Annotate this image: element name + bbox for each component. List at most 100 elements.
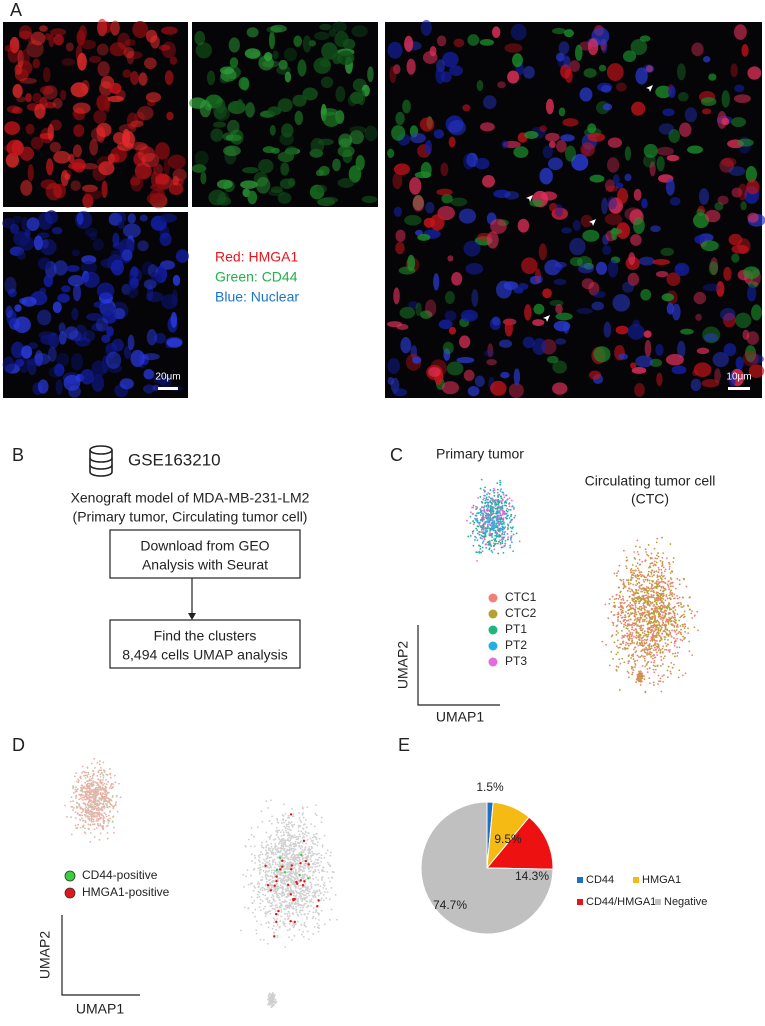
cell-point	[325, 897, 327, 899]
cell	[555, 338, 566, 344]
cell-point	[269, 838, 271, 840]
cell	[38, 379, 49, 393]
cell	[146, 30, 157, 43]
cell	[462, 314, 475, 321]
cell-point	[625, 586, 627, 588]
cell	[605, 213, 623, 225]
cell-point	[632, 564, 634, 566]
axis-label: UMAP1	[436, 709, 484, 725]
cell-point	[108, 815, 110, 817]
cell	[741, 44, 748, 57]
cell	[475, 158, 490, 169]
cell-point	[109, 773, 111, 775]
cell-point	[70, 816, 72, 818]
cell	[12, 107, 23, 114]
cell-point	[613, 642, 615, 644]
cell-point	[102, 779, 104, 781]
cell-point	[100, 787, 102, 789]
cell-point	[616, 645, 618, 647]
cell-point	[642, 645, 644, 647]
cell	[589, 370, 601, 379]
cell-point	[637, 678, 639, 680]
cell-point	[271, 846, 273, 848]
cell-point	[256, 920, 258, 922]
cell	[269, 32, 275, 50]
cell-point	[268, 880, 270, 882]
cell	[459, 208, 476, 223]
cell-point	[276, 883, 278, 885]
cell-point	[497, 492, 499, 494]
cell	[50, 28, 66, 35]
cell-point	[650, 590, 652, 592]
cell-point	[277, 819, 279, 821]
cell-point	[637, 567, 639, 569]
cell-point	[292, 843, 294, 845]
cell-point	[286, 824, 288, 826]
cell-point	[612, 596, 614, 598]
cell-point	[254, 855, 256, 857]
cell-point	[644, 592, 646, 594]
cell-point	[283, 834, 285, 836]
cell	[425, 140, 432, 154]
cell-point	[637, 645, 639, 647]
cell-point	[669, 594, 671, 596]
cell-point	[676, 626, 678, 628]
cell-point	[649, 643, 651, 645]
cell-point	[489, 547, 491, 549]
cell-point	[685, 672, 687, 674]
cell-point	[654, 665, 656, 667]
cell-point	[262, 866, 264, 868]
cell-point	[687, 605, 689, 607]
cell-point	[273, 874, 275, 876]
cell	[200, 100, 211, 118]
cell-point	[87, 772, 89, 774]
cell	[59, 322, 66, 333]
cell	[467, 34, 479, 46]
cell	[593, 291, 606, 298]
cell-point	[656, 554, 658, 556]
cell-point	[507, 525, 509, 527]
cell	[581, 215, 593, 228]
cell-point	[304, 823, 306, 825]
cell	[27, 217, 40, 231]
cell	[631, 102, 645, 116]
cell	[335, 86, 345, 102]
cell	[588, 133, 605, 142]
cell-point	[96, 795, 98, 797]
cell-point	[98, 812, 100, 814]
cell-point	[672, 593, 674, 595]
cell-point	[644, 651, 646, 653]
cell-point	[498, 515, 500, 517]
cell-point	[628, 639, 630, 641]
cell-point	[633, 591, 635, 593]
cell	[652, 259, 670, 265]
cell	[294, 111, 303, 125]
cell-point	[630, 632, 632, 634]
cell-point	[100, 779, 102, 781]
cell	[172, 289, 178, 306]
cell-point	[277, 836, 279, 838]
cell-point	[504, 543, 506, 545]
cell	[118, 221, 124, 229]
cell-point	[669, 566, 671, 568]
cell-point	[274, 919, 276, 921]
cell-point	[324, 891, 326, 893]
cell-point	[303, 897, 305, 899]
cell-point	[633, 574, 635, 576]
cell-point	[288, 815, 290, 817]
cell-point	[664, 578, 666, 580]
cell	[578, 264, 594, 274]
cell-point	[621, 658, 623, 660]
cell-point	[658, 556, 660, 558]
cell-point	[299, 894, 301, 896]
cell-point	[306, 918, 308, 920]
cell-point	[293, 813, 295, 815]
cell	[84, 189, 102, 199]
panel-letter: D	[12, 735, 25, 755]
cell-point	[619, 663, 621, 665]
cell-point	[480, 531, 482, 533]
cell-point	[502, 531, 504, 533]
cell-point	[283, 826, 285, 828]
cell-point	[488, 496, 490, 498]
cell-point	[277, 886, 279, 888]
